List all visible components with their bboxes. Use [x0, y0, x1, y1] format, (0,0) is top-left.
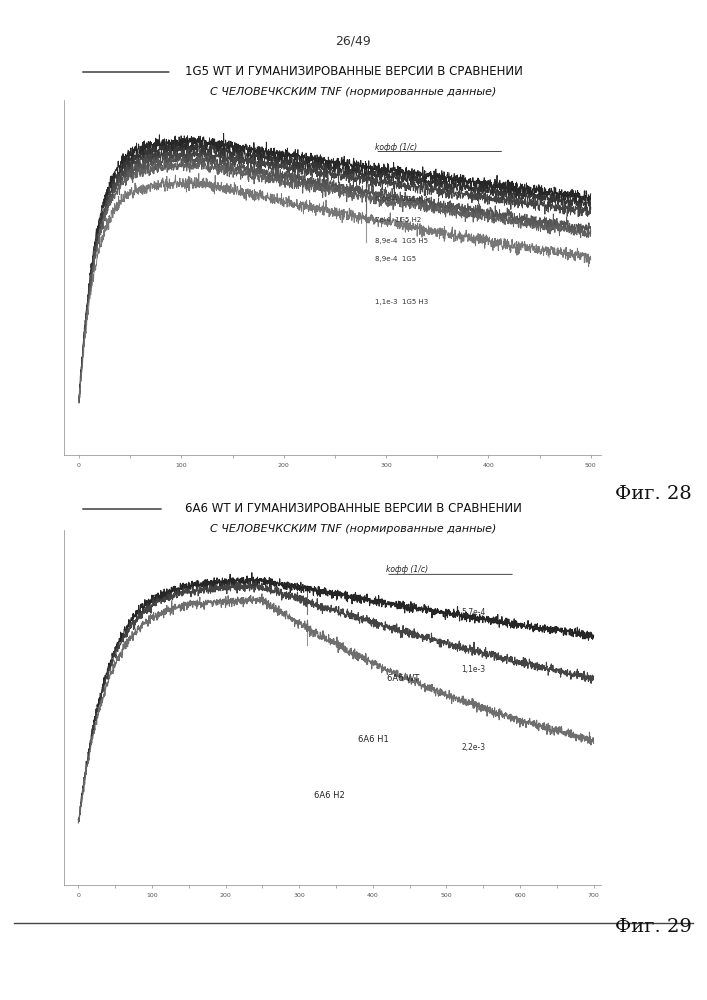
- Text: Фиг. 29: Фиг. 29: [615, 918, 692, 936]
- Text: 6A6 WT: 6A6 WT: [387, 674, 420, 683]
- Text: С ЧЕЛОВЕЧКСКИМ TNF (нормированные данные): С ЧЕЛОВЕЧКСКИМ TNF (нормированные данные…: [210, 87, 497, 97]
- Text: Фиг. 28: Фиг. 28: [615, 485, 692, 503]
- Text: 6A6 H2: 6A6 H2: [314, 791, 344, 800]
- Text: 1,1e-3  1G5 H3: 1,1e-3 1G5 H3: [375, 299, 428, 305]
- Text: 6A6 WT И ГУМАНИЗИРОВАННЫЕ ВЕРСИИ В СРАВНЕНИИ: 6A6 WT И ГУМАНИЗИРОВАННЫЕ ВЕРСИИ В СРАВН…: [185, 502, 522, 515]
- Text: kофф (1/с): kофф (1/с): [375, 143, 417, 152]
- Text: 1G5 WT И ГУМАНИЗИРОВАННЫЕ ВЕРСИИ В СРАВНЕНИИ: 1G5 WT И ГУМАНИЗИРОВАННЫЕ ВЕРСИИ В СРАВН…: [185, 65, 522, 78]
- Text: 2,2e-3: 2,2e-3: [461, 743, 486, 752]
- Text: 5,7e-4: 5,7e-4: [461, 608, 486, 617]
- Text: kофф (1/с): kофф (1/с): [386, 566, 428, 574]
- Text: 6,4e-4  1G5 H1: 6,4e-4 1G5 H1: [375, 171, 428, 177]
- Text: 6A6 H1: 6A6 H1: [358, 735, 389, 744]
- Text: С ЧЕЛОВЕЧКСКИМ TNF (нормированные данные): С ЧЕЛОВЕЧКСКИМ TNF (нормированные данные…: [210, 524, 497, 534]
- Text: 6,6e-4  1G5 H4: 6,6e-4 1G5 H4: [375, 196, 428, 202]
- Text: 1,1e-3: 1,1e-3: [461, 665, 486, 674]
- Text: 26/49: 26/49: [336, 35, 371, 48]
- Text: 8,9e-4  1G5 H5: 8,9e-4 1G5 H5: [375, 238, 428, 244]
- Text: 8,9e-4  1G5: 8,9e-4 1G5: [375, 256, 416, 262]
- Text: 7e-4  1G5 H2: 7e-4 1G5 H2: [375, 217, 421, 223]
